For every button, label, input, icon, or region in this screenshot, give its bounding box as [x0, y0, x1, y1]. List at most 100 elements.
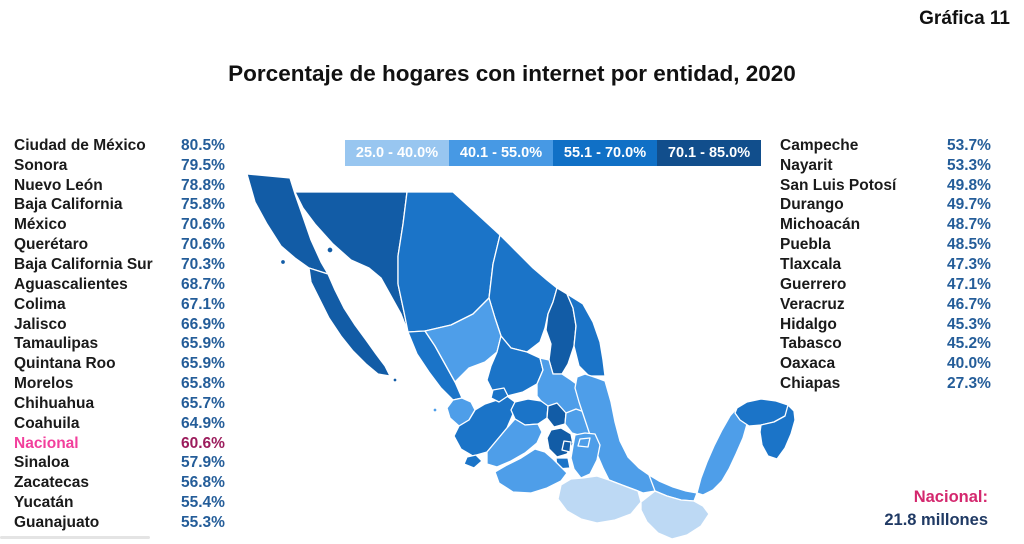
- state-name: Morelos: [14, 375, 74, 393]
- state-name: Baja California Sur: [14, 255, 153, 273]
- state-name: Nacional: [14, 434, 79, 452]
- state-value: 70.3%: [181, 255, 225, 273]
- state-row: Veracruz 46.7%: [780, 295, 992, 315]
- state-row: Sonora 79.5%: [14, 156, 230, 176]
- state-value: 49.8%: [947, 176, 991, 194]
- state-name: Puebla: [780, 236, 831, 254]
- state-name: Sinaloa: [14, 454, 70, 472]
- chart-title: Porcentaje de hogares con internet por e…: [228, 61, 796, 86]
- state-value: 65.9%: [181, 335, 225, 353]
- state-row: Chihuahua 65.7%: [14, 394, 230, 414]
- state-row: Yucatán 55.4%: [14, 493, 230, 513]
- legend-range-label: 25.0 - 40.0%: [355, 145, 439, 161]
- state-row: Nuevo León 78.8%: [14, 176, 230, 196]
- state-shape: [490, 387, 509, 403]
- state-shape: [759, 404, 795, 460]
- state-value: 48.5%: [947, 236, 991, 254]
- state-row: Nayarit 53.3%: [780, 156, 992, 176]
- page-edge-artifact: [0, 536, 150, 539]
- state-row: México 70.6%: [14, 215, 230, 235]
- state-name: Campeche: [780, 136, 859, 154]
- state-row: Hidalgo 45.3%: [780, 315, 992, 335]
- state-row: Tlaxcala 47.3%: [780, 255, 992, 275]
- state-value: 65.9%: [181, 355, 225, 373]
- state-row: Tamaulipas 65.9%: [14, 334, 230, 354]
- map-svg: [246, 173, 795, 540]
- state-row: Guerrero 47.1%: [780, 275, 992, 295]
- state-row: Jalisco 66.9%: [14, 315, 230, 335]
- map-legend: 25.0 - 40.0% 40.1 - 55.0% 55.1 - 70.0% 7…: [345, 140, 761, 166]
- state-row: Durango 49.7%: [780, 196, 992, 216]
- state-shape: [640, 490, 710, 540]
- state-value: 78.8%: [181, 176, 225, 194]
- state-value: 48.7%: [947, 216, 991, 234]
- state-value: 60.6%: [181, 434, 225, 452]
- state-row: Morelos 65.8%: [14, 374, 230, 394]
- state-name: Chihuahua: [14, 394, 95, 412]
- state-row: Puebla 48.5%: [780, 235, 992, 255]
- state-value: 57.9%: [181, 454, 225, 472]
- state-value: 79.5%: [181, 156, 225, 174]
- state-name: San Luis Potosí: [780, 176, 897, 194]
- state-name: Hidalgo: [780, 315, 837, 333]
- state-shape: [494, 448, 568, 494]
- state-value: 55.4%: [181, 494, 225, 512]
- state-name: Michoacán: [780, 216, 861, 234]
- state-shape: [561, 440, 572, 453]
- figure-label: Gráfica 11: [919, 8, 1010, 29]
- state-name: Yucatán: [14, 494, 74, 512]
- legend-range-segment: 25.0 - 40.0%: [345, 140, 449, 166]
- state-shape: [463, 454, 483, 469]
- state-value: 70.6%: [181, 216, 225, 234]
- state-row: Ciudad de México 80.5%: [14, 136, 230, 156]
- state-name: Tabasco: [780, 335, 842, 353]
- state-name: Nayarit: [780, 156, 833, 174]
- state-value: 46.7%: [947, 295, 991, 313]
- state-name: Sonora: [14, 156, 68, 174]
- state-shape: [510, 398, 549, 426]
- state-name: Durango: [780, 196, 844, 214]
- state-shape: [557, 475, 642, 524]
- state-value: 56.8%: [181, 474, 225, 492]
- legend-range-segment: 55.1 - 70.0%: [553, 140, 657, 166]
- state-name: Tamaulipas: [14, 335, 99, 353]
- state-row: Baja California 75.8%: [14, 196, 230, 216]
- state-value: 64.9%: [181, 414, 225, 432]
- state-value: 45.2%: [947, 335, 991, 353]
- state-name: Coahuila: [14, 414, 80, 432]
- state-row: Guanajuato 55.3%: [14, 513, 230, 533]
- mexico-choropleth-map: [245, 162, 795, 542]
- state-row: Baja California Sur 70.3%: [14, 255, 230, 275]
- state-name: Jalisco: [14, 315, 67, 333]
- state-name: Nuevo León: [14, 176, 103, 194]
- state-shape: [696, 407, 748, 496]
- national-total: Nacional: 21.8 millones: [884, 486, 988, 532]
- state-name: Oaxaca: [780, 355, 836, 373]
- state-shape: [574, 373, 660, 494]
- state-name: Querétaro: [14, 236, 89, 254]
- state-row: Chiapas 27.3%: [780, 374, 992, 394]
- state-value: 53.3%: [947, 156, 991, 174]
- state-name: Zacatecas: [14, 474, 89, 492]
- state-value: 55.3%: [181, 513, 225, 531]
- state-name: Ciudad de México: [14, 136, 146, 154]
- legend-range-segment: 70.1 - 85.0%: [657, 140, 761, 166]
- state-row: Michoacán 48.7%: [780, 215, 992, 235]
- state-value: 49.7%: [947, 196, 991, 214]
- national-total-label: Nacional:: [913, 488, 988, 506]
- state-name: Chiapas: [780, 375, 841, 393]
- state-value: 47.1%: [947, 275, 991, 293]
- state-row: Campeche 53.7%: [780, 136, 992, 156]
- island-shape: [279, 258, 287, 266]
- state-ranking-list-left: Ciudad de México 80.5% Sonora 79.5% Nuev…: [14, 136, 230, 533]
- state-value: 27.3%: [947, 375, 991, 393]
- state-row: Querétaro 70.6%: [14, 235, 230, 255]
- state-row: Tabasco 45.2%: [780, 334, 992, 354]
- state-value: 47.3%: [947, 255, 991, 273]
- state-row: Zacatecas 56.8%: [14, 473, 230, 493]
- island-shape: [432, 407, 438, 413]
- state-ranking-list-right: Campeche 53.7% Nayarit 53.3% San Luis Po…: [780, 136, 992, 394]
- state-value: 70.6%: [181, 236, 225, 254]
- state-shape: [577, 437, 591, 448]
- state-value: 65.7%: [181, 394, 225, 412]
